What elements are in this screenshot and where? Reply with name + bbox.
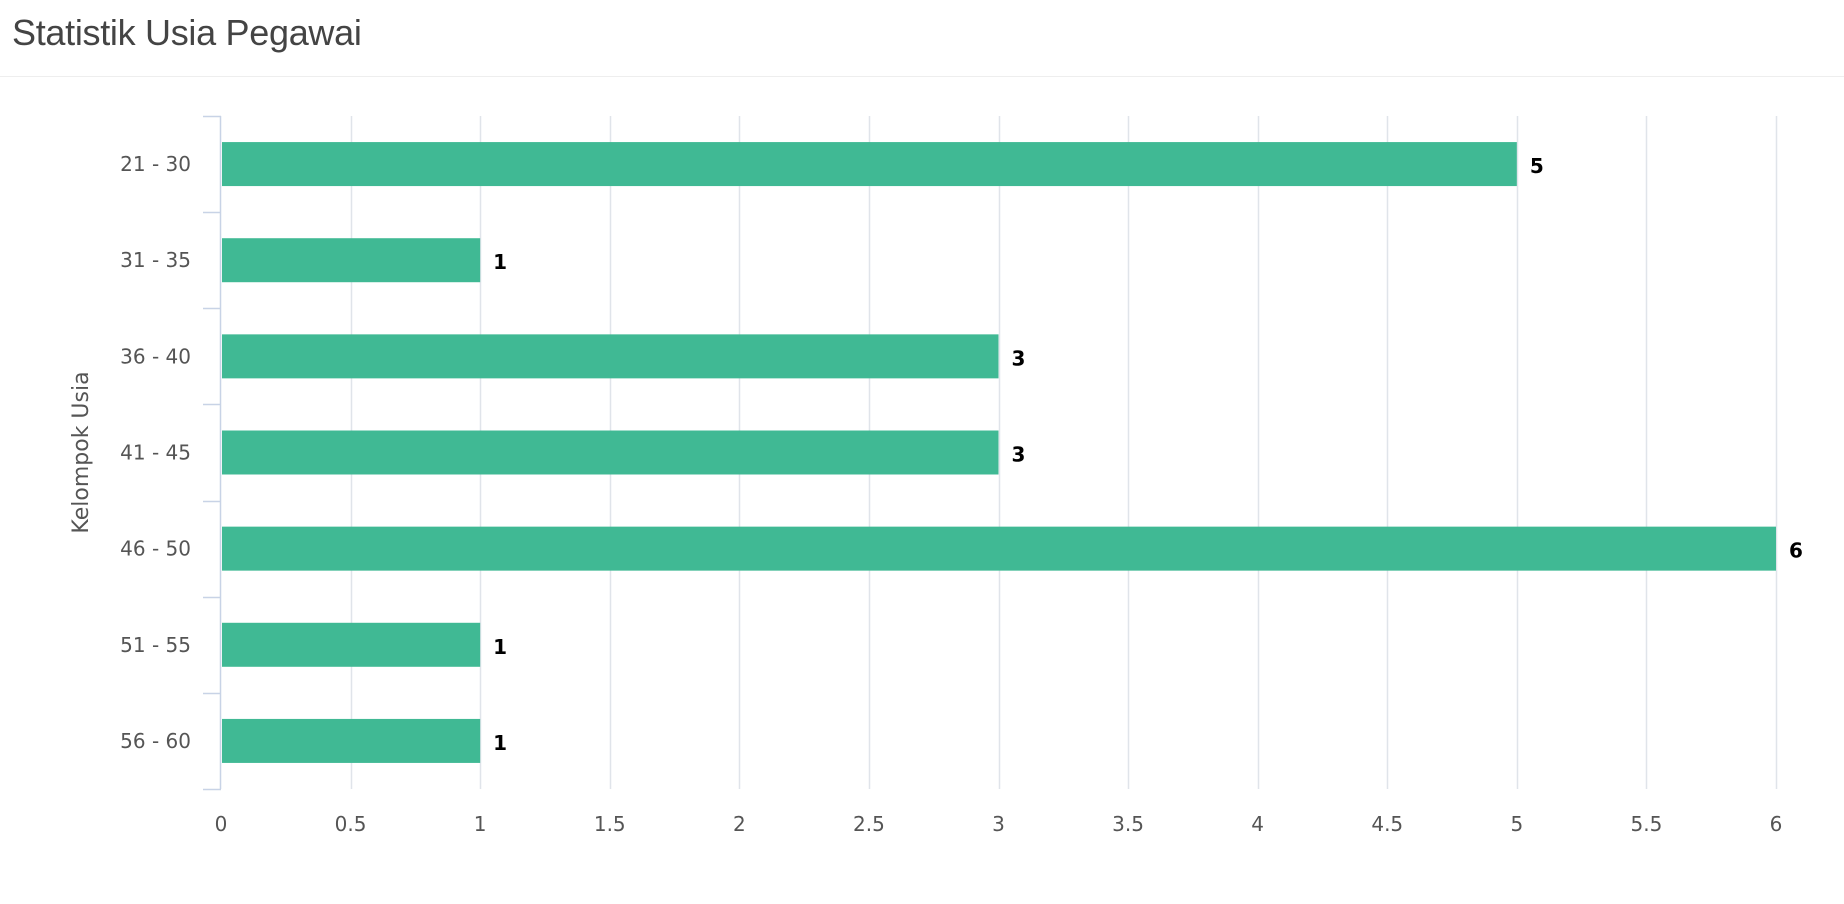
y-axis-title: Kelompok Usia <box>69 371 94 533</box>
data-label: 3 <box>1012 346 1026 370</box>
x-tick-label: 5 <box>1510 812 1523 836</box>
y-tick-label: 31 - 35 <box>120 248 191 272</box>
data-label: 1 <box>493 635 507 659</box>
x-tick-label: 1 <box>474 812 487 836</box>
y-tick-label: 41 - 45 <box>120 441 191 465</box>
axes: 0 0.5 1 1.5 2 2.5 3 3.5 4 4.5 5 5.5 6 21 - 30 31 - 35 3… <box>120 115 1783 836</box>
x-tick-label: 1.5 <box>594 812 626 836</box>
x-tick-label: 4 <box>1251 812 1264 836</box>
y-tick-label: 56 - 60 <box>120 729 191 753</box>
x-tick-label: 2 <box>733 812 746 836</box>
x-tick-label: 3.5 <box>1112 812 1144 836</box>
x-tick-label: 0 <box>215 812 228 836</box>
y-tick-label: 46 - 50 <box>120 537 191 561</box>
bar-chart: 0 0.5 1 1.5 2 2.5 3 3.5 4 4.5 5 5.5 6 21 - 30 31 - 35 3… <box>69 115 1803 836</box>
bar[interactable] <box>222 526 1776 571</box>
page-title: Statistik Usia Pegawai <box>12 12 362 53</box>
bar[interactable] <box>222 430 999 475</box>
x-tick-label: 5.5 <box>1631 812 1663 836</box>
data-label: 1 <box>493 731 507 755</box>
x-tick-label: 4.5 <box>1371 812 1403 836</box>
x-tick-label: 3 <box>992 812 1005 836</box>
y-tick-label: 51 - 55 <box>120 633 191 657</box>
data-label: 5 <box>1530 154 1544 178</box>
data-label: 6 <box>1789 539 1803 563</box>
x-tick-label: 6 <box>1770 812 1783 836</box>
bar[interactable] <box>222 622 481 667</box>
bar[interactable] <box>222 334 999 379</box>
y-tick-label: 36 - 40 <box>120 344 191 368</box>
data-label: 1 <box>493 250 507 274</box>
data-label: 3 <box>1012 443 1026 467</box>
y-tick-label: 21 - 30 <box>120 152 191 176</box>
panel-header: Statistik Usia Pegawai <box>0 0 1844 77</box>
bar[interactable] <box>222 718 481 763</box>
x-tick-label: 0.5 <box>335 812 367 836</box>
bar[interactable] <box>222 142 1517 187</box>
data-labels: 5 1 3 3 6 1 1 <box>493 154 1803 755</box>
x-tick-label: 2.5 <box>853 812 885 836</box>
bars <box>222 142 1776 763</box>
bar[interactable] <box>222 238 481 283</box>
chart-area: 0 0.5 1 1.5 2 2.5 3 3.5 4 4.5 5 5.5 6 21 - 30 31 - 35 3… <box>0 78 1844 904</box>
